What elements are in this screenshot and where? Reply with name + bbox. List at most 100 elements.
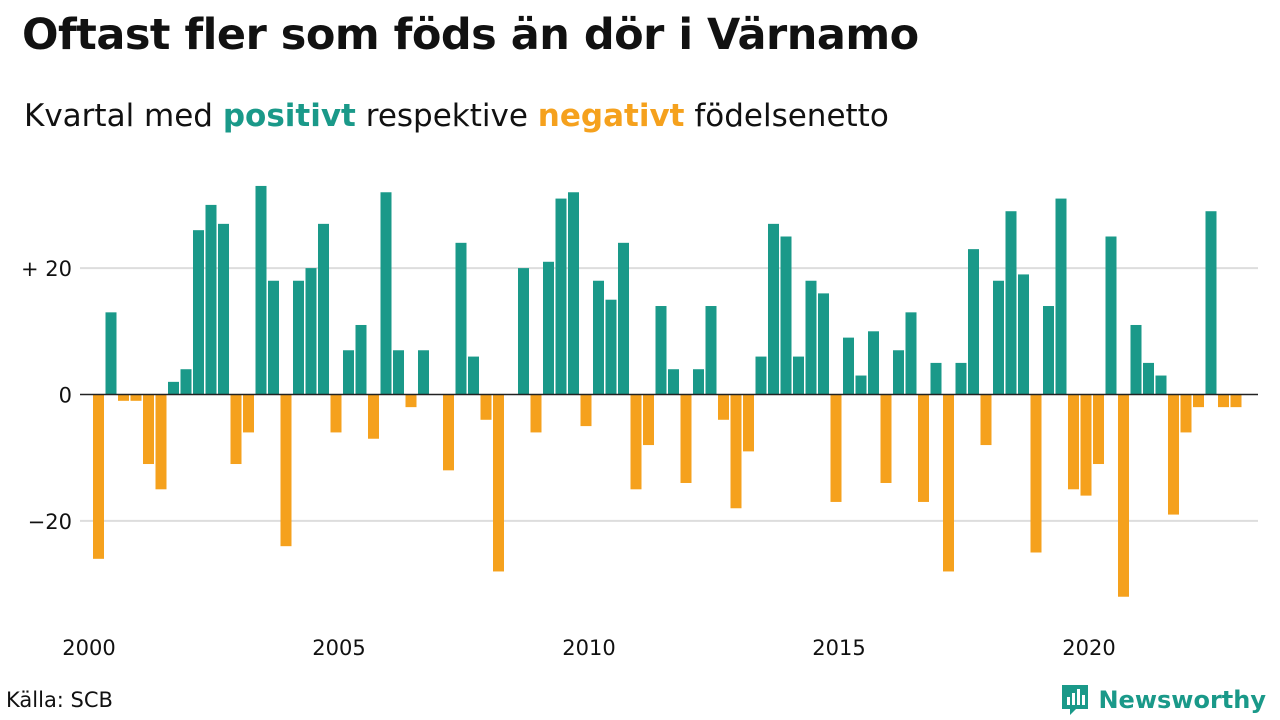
bar [118, 394, 129, 401]
bar [468, 356, 479, 395]
bar [868, 331, 879, 395]
bar [443, 394, 454, 471]
x-tick-label: 2020 [1062, 636, 1115, 660]
newsworthy-logo-icon [1062, 685, 1089, 715]
bar [405, 394, 417, 408]
bar [568, 192, 579, 395]
subtitle-positive-word: positivt [222, 98, 356, 134]
bar [255, 185, 267, 395]
bar [1018, 274, 1029, 395]
bar [280, 394, 292, 547]
bar [455, 242, 467, 395]
bar [1068, 394, 1079, 490]
bar [930, 362, 942, 395]
bar [168, 381, 179, 395]
bar [718, 394, 729, 420]
bar [630, 394, 642, 490]
bar [768, 223, 779, 395]
bar [93, 394, 104, 559]
bar [355, 324, 367, 395]
brand-name: Newsworthy [1098, 686, 1266, 714]
bar [993, 280, 1004, 395]
bar [243, 394, 254, 433]
subtitle-prefix: Kvartal med [24, 98, 213, 134]
bar [330, 394, 342, 433]
bar [655, 306, 667, 395]
x-tick-label: 2010 [562, 636, 615, 660]
bar [643, 394, 654, 446]
source-note: Källa: SCB [6, 688, 113, 712]
bar [293, 280, 304, 395]
bar [955, 362, 967, 395]
bars [93, 185, 1242, 597]
bar [418, 350, 429, 395]
bar [1205, 211, 1217, 395]
bar [780, 236, 792, 395]
bar [380, 192, 392, 395]
bar [1105, 236, 1117, 395]
bar [1180, 394, 1192, 433]
bar [1193, 394, 1204, 408]
bar [555, 198, 567, 395]
bar [680, 394, 692, 483]
y-tick-label: −20 [28, 510, 72, 534]
bar [755, 356, 767, 395]
brand[interactable]: Newsworthy [1060, 683, 1266, 717]
bar [143, 394, 154, 465]
bar [668, 369, 679, 395]
bar [1155, 375, 1167, 395]
bar [1005, 211, 1017, 395]
bar [980, 394, 992, 446]
subtitle-negative-word: negativt [537, 98, 685, 134]
bar [1130, 324, 1142, 395]
bar [793, 356, 804, 395]
chart-title: Oftast fler som föds än dör i Värnamo [22, 10, 919, 60]
x-tick-label: 2005 [312, 636, 365, 660]
bar [818, 293, 829, 395]
bar [155, 394, 167, 490]
bar [605, 299, 617, 395]
chart-subtitle: Kvartal med positivt respektive negativt… [24, 98, 889, 134]
bar [1143, 362, 1154, 395]
bar [1055, 198, 1067, 395]
bar [1030, 394, 1042, 553]
subtitle-suffix: födelsenetto [694, 98, 889, 134]
bar [530, 394, 542, 433]
bar [493, 394, 504, 572]
bar [105, 312, 117, 395]
bar [343, 350, 354, 395]
bar [893, 350, 904, 395]
x-tick-label: 2015 [812, 636, 865, 660]
bar [843, 337, 854, 395]
bar [918, 394, 929, 502]
bar [1118, 394, 1129, 597]
y-tick-label: + 20 [21, 257, 72, 281]
bar [805, 280, 817, 395]
bar [130, 394, 142, 401]
bar [218, 223, 229, 395]
bar [880, 394, 892, 483]
bar [393, 350, 404, 395]
bar [743, 394, 754, 452]
bar [518, 268, 529, 395]
bar [368, 394, 379, 439]
bar [205, 204, 217, 395]
bar [705, 306, 717, 395]
bar [230, 394, 242, 465]
bar [855, 375, 867, 395]
bar [543, 261, 554, 395]
bar [905, 312, 917, 395]
bar [618, 242, 629, 395]
bar [1230, 394, 1242, 408]
bar [593, 280, 604, 395]
bar [480, 394, 492, 420]
y-tick-label: 0 [59, 384, 72, 408]
bar [1093, 394, 1104, 465]
bar [1218, 394, 1229, 408]
bar [180, 369, 192, 395]
bar [193, 230, 204, 395]
bar [580, 394, 592, 427]
bar [968, 249, 979, 395]
bar [830, 394, 842, 502]
bar [1168, 394, 1179, 515]
